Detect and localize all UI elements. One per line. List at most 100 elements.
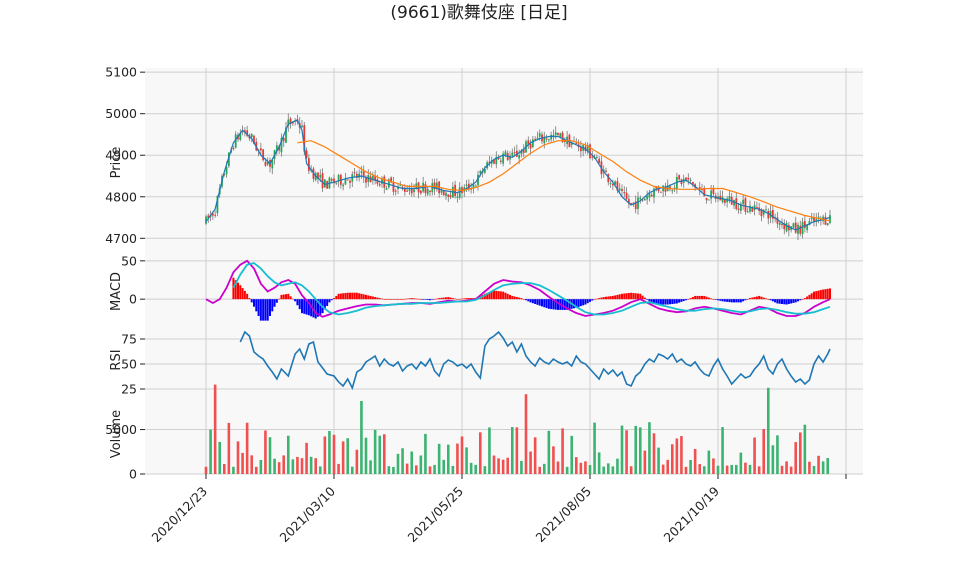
- candle-body: [552, 135, 555, 137]
- candle-body: [394, 190, 397, 192]
- candle-body: [319, 174, 322, 178]
- candle-body: [618, 188, 621, 191]
- volume-bar: [506, 457, 510, 474]
- macd-histogram-bar: [394, 299, 397, 300]
- candle-body: [801, 221, 804, 235]
- macd-histogram-bar: [246, 293, 249, 300]
- macd-histogram-bar: [454, 298, 457, 300]
- candle-body: [538, 133, 541, 137]
- macd-histogram-bar: [323, 299, 326, 310]
- volume-bar: [602, 466, 606, 474]
- candle-body: [518, 155, 521, 159]
- candle-body: [637, 197, 639, 209]
- candle-body: [579, 146, 582, 152]
- candle-body: [810, 217, 813, 220]
- candle-body: [563, 141, 566, 143]
- candle-body: [495, 156, 498, 165]
- volume-bar: [533, 437, 537, 474]
- macd-histogram-bar: [504, 292, 507, 300]
- macd-histogram-bar: [726, 299, 729, 302]
- macd-histogram-bar: [406, 298, 409, 300]
- candle-body: [609, 183, 612, 185]
- macd-histogram-bar: [614, 295, 617, 300]
- candle-body: [659, 191, 662, 193]
- candle-body: [305, 150, 308, 158]
- volume-bar: [446, 444, 450, 474]
- volume-bar: [762, 429, 766, 474]
- macd-histogram-bar: [710, 298, 713, 300]
- candle-body: [561, 132, 564, 143]
- candle-body: [349, 180, 351, 183]
- macd-histogram-bar: [609, 296, 612, 300]
- candle-body: [410, 188, 413, 194]
- candle-body: [465, 184, 468, 186]
- candle-body: [687, 177, 690, 180]
- macd-histogram-bar: [627, 292, 630, 300]
- volume-bar: [350, 466, 354, 474]
- candle-body: [824, 216, 827, 225]
- candle-body: [483, 169, 486, 173]
- macd-histogram-bar: [797, 299, 799, 302]
- volume-bar: [264, 430, 267, 474]
- macd-histogram-bar: [534, 299, 537, 304]
- candle-body: [749, 205, 751, 212]
- macd-histogram-bar: [253, 299, 255, 307]
- macd-histogram-bar: [262, 299, 265, 321]
- volume-bar: [689, 459, 692, 474]
- candle-body: [502, 153, 505, 164]
- volume-bar: [460, 436, 464, 474]
- volume-bar: [474, 464, 478, 474]
- volume-bar: [606, 463, 610, 474]
- candle-body: [360, 171, 363, 173]
- macd-histogram-bar: [463, 298, 466, 300]
- macd-histogram-bar: [447, 297, 450, 300]
- y-tick-label: 0: [129, 292, 137, 307]
- macd-histogram-bar: [659, 299, 662, 305]
- macd-histogram-bar: [595, 298, 598, 300]
- candle-body: [371, 175, 374, 181]
- macd-histogram-bar: [451, 298, 454, 300]
- volume-bar: [584, 461, 587, 474]
- x-tick-label: 2021/03/10: [277, 483, 339, 545]
- macd-histogram-bar: [547, 299, 550, 309]
- candle-body: [614, 181, 617, 185]
- candle-body: [575, 142, 578, 144]
- candle-body: [611, 184, 614, 186]
- candle-body: [333, 178, 335, 184]
- volume-bar: [556, 461, 560, 474]
- candle-body: [285, 127, 287, 143]
- volume-bar: [748, 464, 752, 474]
- candle-body: [335, 182, 338, 184]
- candle-body: [554, 132, 557, 136]
- macd-histogram-bar: [554, 299, 557, 310]
- volume-bar: [638, 427, 642, 474]
- macd-histogram-bar: [691, 297, 694, 300]
- volume-bar: [821, 461, 825, 474]
- macd-histogram-bar: [269, 299, 271, 316]
- volume-bar: [547, 430, 551, 474]
- candle-body: [225, 167, 228, 175]
- candle-body: [591, 156, 594, 158]
- volume-bar: [341, 441, 345, 474]
- macd-histogram-bar: [449, 297, 452, 300]
- volume-bar: [657, 447, 660, 474]
- macd-histogram-bar: [813, 291, 815, 300]
- macd-histogram-bar: [600, 297, 603, 300]
- x-tick-label: 2021/08/05: [533, 484, 595, 546]
- candle-body: [707, 199, 710, 201]
- candle-body: [826, 223, 829, 225]
- macd-histogram-bar: [344, 292, 347, 300]
- candle-body: [771, 209, 774, 219]
- volume-bar: [291, 459, 295, 474]
- volume-bar: [812, 465, 816, 474]
- macd-histogram-bar: [506, 293, 509, 300]
- macd-histogram-bar: [287, 293, 290, 300]
- macd-histogram-bar: [602, 297, 605, 300]
- macd-histogram-bar: [248, 298, 251, 300]
- candle-body: [733, 199, 735, 206]
- volume-bar: [734, 464, 738, 474]
- candle-body: [374, 175, 377, 181]
- volume-bar: [437, 443, 441, 474]
- macd-histogram-bar: [408, 298, 411, 300]
- macd-histogram-bar: [401, 299, 404, 300]
